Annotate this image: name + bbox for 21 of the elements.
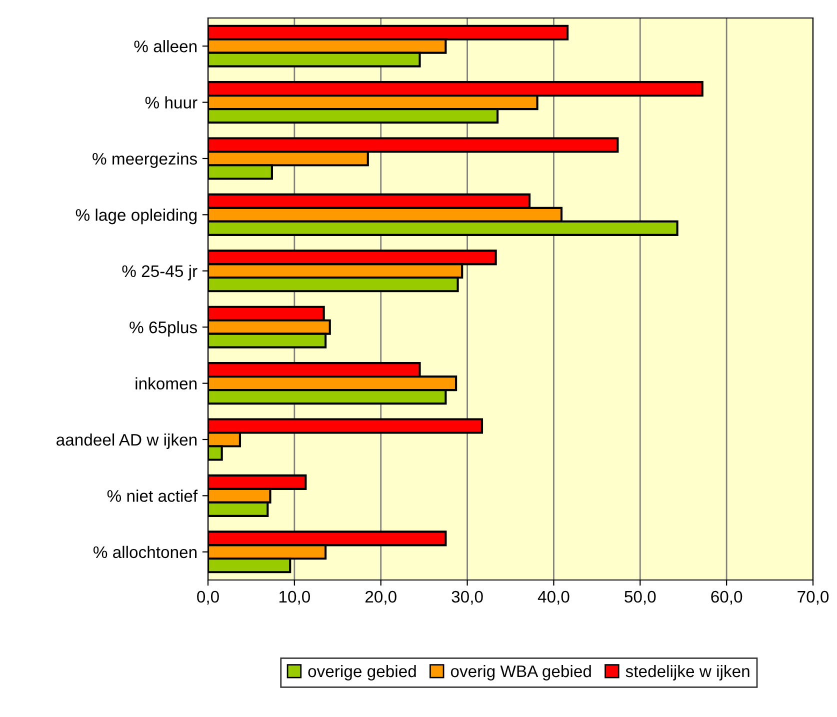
y-tick-label: % meergezins [92, 152, 197, 168]
y-tick-label: % lage opleiding [76, 208, 197, 224]
legend-label: stedelijke w ijken [626, 664, 750, 680]
y-tick-label: % niet actief [107, 490, 198, 502]
y-tick-label: % allochtonen [93, 546, 197, 558]
x-tick-label: 0,0 [197, 590, 219, 605]
x-tick-label: 70,0 [798, 590, 829, 605]
y-tick-label: aandeel AD w ijken [56, 433, 197, 449]
y-tick-label: % 25-45 jr [122, 264, 198, 280]
x-tick-label: 10,0 [279, 590, 310, 605]
x-tick-label: 20,0 [365, 590, 396, 605]
legend-label: overig WBA gebied [450, 664, 591, 680]
legend-label: overige gebied [308, 664, 416, 680]
y-tick-label: % alleen [134, 40, 197, 52]
x-tick-label: 50,0 [624, 590, 656, 605]
y-tick-label: inkomen [136, 377, 197, 390]
y-tick-label: % huur [145, 96, 198, 109]
x-tick-label: 30,0 [452, 590, 483, 605]
x-tick-label: 60,0 [711, 590, 742, 605]
x-tick-label: 40,0 [538, 590, 570, 605]
y-tick-label: % 65plus [130, 321, 197, 337]
